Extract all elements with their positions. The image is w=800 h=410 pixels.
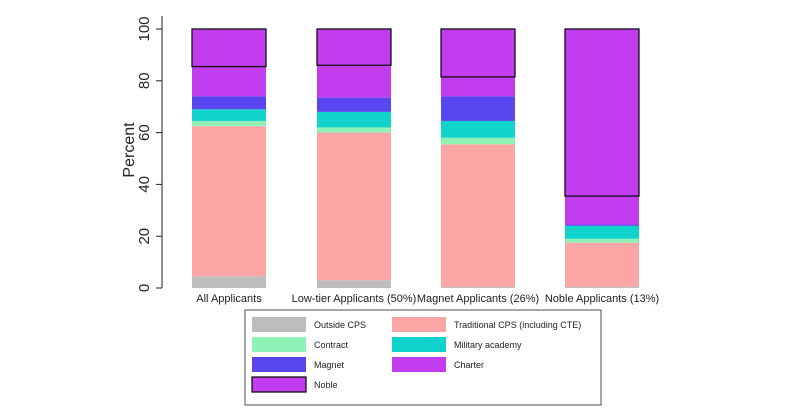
bar-segment — [565, 242, 639, 287]
bar-segment — [192, 120, 266, 127]
bar-segment — [565, 238, 639, 243]
legend-label: Traditional CPS (including CTE) — [454, 320, 581, 330]
legend-label: Charter — [454, 360, 484, 370]
y-tick-label: 40 — [136, 176, 153, 193]
x-axis-labels: All Applicants Low-tier Applicants (50%) M… — [196, 293, 659, 305]
bar-segment — [191, 28, 267, 68]
y-axis-title: Percent — [121, 122, 138, 178]
bar-segment — [192, 126, 266, 277]
legend-swatch — [392, 357, 446, 372]
legend-label: Outside CPS — [314, 320, 366, 330]
y-tick-label: 80 — [136, 72, 153, 89]
legend-swatch — [251, 376, 307, 393]
bar-segment — [565, 286, 639, 288]
bar-segment — [317, 97, 391, 112]
bar-segment — [440, 28, 516, 78]
bar-segment — [441, 96, 515, 121]
legend-swatch — [252, 337, 306, 352]
y-tick-label: 20 — [136, 228, 153, 245]
bar-segment — [317, 132, 391, 281]
x-category-label: Noble Applicants (13%) — [545, 293, 659, 305]
bar-segment — [192, 96, 266, 110]
x-category-label: All Applicants — [196, 293, 262, 305]
bar-segment — [192, 109, 266, 121]
y-tick-label: 100 — [136, 16, 153, 41]
bar-segment — [192, 276, 266, 288]
bar-segment — [565, 224, 639, 226]
bar-segment — [441, 144, 515, 287]
bar-segment — [192, 66, 266, 97]
legend-swatch — [252, 317, 306, 332]
x-category-label: Magnet Applicants (26%) — [417, 293, 539, 305]
legend-swatch — [252, 357, 306, 372]
bar-segment — [317, 127, 391, 133]
legend-swatch — [392, 317, 446, 332]
bar-segment — [316, 28, 392, 66]
legend-label: Magnet — [314, 360, 345, 370]
bar-segment — [317, 280, 391, 288]
bar-segment — [441, 120, 515, 138]
legend-label: Contract — [314, 340, 349, 350]
legend-label: Noble — [314, 380, 338, 390]
y-axis-ticks: 0 20 40 60 80 100 — [136, 16, 162, 292]
bar-segment — [317, 65, 391, 98]
bar-segment — [441, 76, 515, 97]
bar-segment — [565, 196, 639, 225]
x-category-label: Low-tier Applicants (50%) — [292, 293, 417, 305]
bar-segment — [441, 286, 515, 288]
legend-label: Military academy — [454, 340, 522, 350]
bar-segment — [564, 28, 640, 197]
bars — [191, 28, 640, 288]
bar-segment — [317, 111, 391, 128]
y-tick-label: 60 — [136, 124, 153, 141]
bar-segment — [441, 137, 515, 145]
legend-swatch — [392, 337, 446, 352]
legend: Outside CPS Traditional CPS (including CT… — [244, 309, 602, 406]
bar-segment — [565, 225, 639, 239]
y-tick-label: 0 — [136, 284, 153, 292]
